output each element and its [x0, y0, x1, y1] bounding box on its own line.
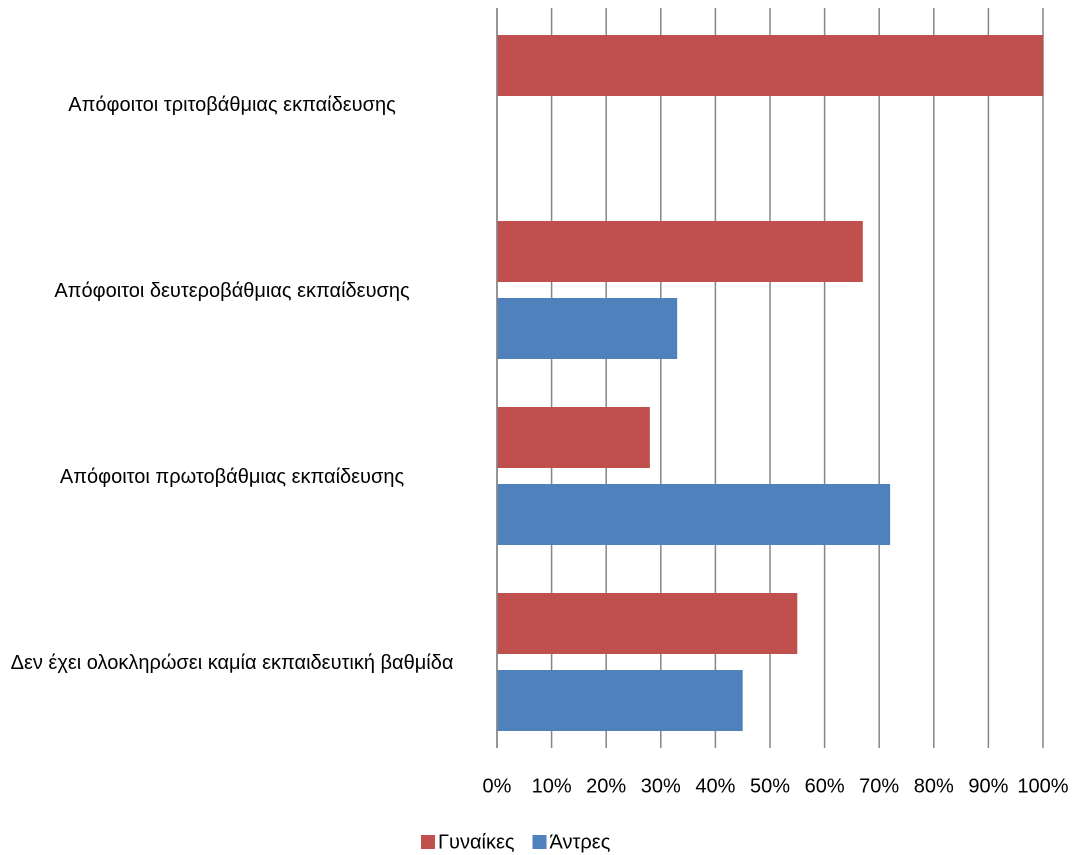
- x-tick-label: 100%: [1017, 775, 1068, 797]
- legend-swatch: [421, 835, 435, 849]
- bar: [497, 298, 678, 359]
- bar: [497, 484, 891, 545]
- y-tick-label: Δεν έχει ολοκληρώσει καμία εκπαιδευτική …: [0, 648, 472, 678]
- y-tick-label: Απόφοιτοι πρωτοβάθμιας εκπαίδευσης: [0, 462, 472, 492]
- x-tick-label: 70%: [859, 775, 899, 797]
- x-tick-label: 60%: [805, 775, 845, 797]
- x-tick-label: 40%: [695, 775, 735, 797]
- x-tick-label: 30%: [641, 775, 681, 797]
- x-tick-label: 10%: [532, 775, 572, 797]
- x-tick-label: 50%: [750, 775, 790, 797]
- x-tick-label: 90%: [968, 775, 1008, 797]
- bar: [497, 670, 743, 731]
- y-tick-label: Απόφοιτοι τριτοβάθμιας εκπαίδευσης: [0, 90, 472, 120]
- bar: [497, 221, 863, 282]
- legend-swatch: [532, 835, 547, 849]
- x-tick-label: 0%: [483, 775, 512, 797]
- y-tick-text: Απόφοιτοι πρωτοβάθμιας εκπαίδευσης: [59, 466, 405, 488]
- y-tick-text: Απόφοιτοι τριτοβάθμιας εκπαίδευσης: [68, 94, 396, 116]
- y-tick-text: Δεν έχει ολοκληρώσει καμία εκπαιδευτική …: [10, 652, 454, 674]
- legend-label: Άντρες: [550, 831, 611, 853]
- y-tick-label: Απόφοιτοι δευτεροβάθμιας εκπαίδευσης: [0, 276, 472, 306]
- bar: [497, 35, 1043, 96]
- x-tick-label: 80%: [914, 775, 954, 797]
- bar: [497, 593, 798, 654]
- legend-label: Γυναίκες: [438, 831, 515, 853]
- x-tick-label: 20%: [586, 775, 626, 797]
- y-tick-text: Απόφοιτοι δευτεροβάθμιας εκπαίδευσης: [54, 280, 410, 302]
- bar: [497, 407, 650, 468]
